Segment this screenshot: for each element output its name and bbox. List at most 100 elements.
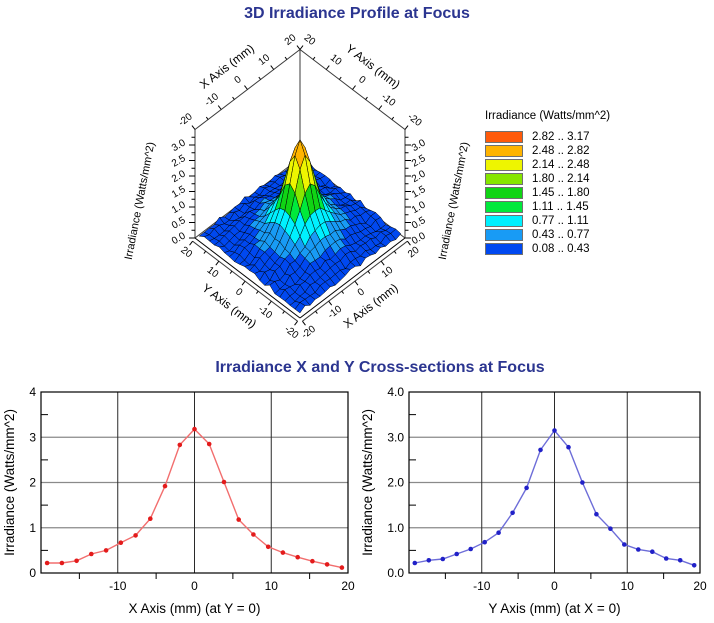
floor-edge-front-right: [299, 237, 406, 319]
data-point: [339, 565, 345, 570]
tick-label: 1.5: [170, 184, 188, 201]
data-point: [118, 540, 124, 545]
data-point: [310, 558, 315, 564]
tick-label: 2.0: [170, 168, 188, 185]
legend-swatch: [485, 173, 523, 185]
tick-label: 3.0: [410, 137, 428, 154]
data-point: [440, 556, 446, 562]
minor-tick: [229, 270, 233, 274]
surface-cell: [294, 302, 306, 314]
axis-title: Irradiance (Watts/mm^2): [123, 141, 158, 261]
legend-range-label: 2.82 .. 3.17: [532, 131, 590, 143]
color-legend: Irradiance (Watts/mm^2) 2.82 .. 3.17 2.48…: [485, 110, 655, 256]
axis-title: Y Axis (mm): [199, 281, 259, 331]
x-tick-label: -10: [473, 579, 491, 593]
axis-title: X Axis (mm): [341, 281, 401, 331]
minor-tick: [365, 96, 368, 100]
data-point: [44, 560, 50, 566]
data-point: [177, 442, 183, 448]
data-point: [552, 428, 557, 433]
legend-title: Irradiance (Watts/mm^2): [485, 110, 611, 122]
data-point: [265, 544, 271, 550]
minor-tick: [391, 116, 395, 120]
minor-tick: [203, 250, 207, 254]
tick-label: 10: [205, 265, 221, 281]
z-axis-right: 0.00.51.01.52.02.53.0 Irradiance (Watts/m…: [405, 136, 471, 261]
minor-tick: [393, 250, 397, 254]
series: [44, 426, 345, 570]
x-tick-label: 20: [693, 579, 707, 593]
minor-tick: [232, 96, 235, 100]
data-point: [236, 517, 241, 522]
legend-swatch: [485, 201, 523, 213]
data-point: [192, 426, 197, 432]
x-tick-label: 10: [265, 579, 279, 593]
data-point: [622, 542, 627, 547]
tick-label: 20: [283, 32, 299, 48]
x-tick-label: 0: [551, 579, 558, 593]
y-tick-label: 0.0: [387, 566, 404, 580]
tick-label: 0.0: [410, 230, 428, 247]
minor-tick: [312, 56, 316, 60]
tick-label: 3.0: [170, 137, 188, 154]
tick: [328, 300, 333, 306]
legend-range-label: 1.11 .. 1.45: [532, 201, 589, 213]
surface-plot-3d: -20 -10 0 10 20 X Axis (mm) -20 -10 0 10 20 Y Axis …: [123, 32, 472, 342]
tick: [294, 320, 298, 326]
tick: [299, 45, 304, 50]
legend-range-label: 0.43 .. 0.77: [532, 229, 590, 241]
tick-label: 0: [233, 74, 244, 86]
tick: [302, 320, 306, 326]
legend-swatch: [485, 243, 523, 255]
x-axis-title: Y Axis (mm) (at X = 0): [488, 601, 620, 616]
tick-label: 20: [406, 245, 422, 261]
tick-label: -20: [405, 111, 424, 129]
legend-range-label: 2.14 .. 2.48: [532, 159, 590, 171]
x-tick-label: 0: [191, 579, 198, 593]
ticks: [409, 414, 665, 579]
tick-label: 0: [356, 74, 367, 86]
tick-label: 2.5: [170, 153, 188, 170]
tick-label: 10: [328, 52, 344, 68]
tick: [325, 65, 330, 70]
tick-labels: -10 0 10 20 0 1 2 3 4: [29, 386, 355, 593]
data-point: [162, 483, 168, 489]
x-tick-label: -10: [109, 579, 127, 593]
legend-range-label: 1.80 .. 2.14: [532, 173, 590, 185]
legend-swatch: [485, 187, 523, 199]
minor-tick: [341, 290, 345, 294]
tick-label: 2.0: [410, 168, 428, 185]
y-tick-label: 0: [29, 566, 36, 580]
data-point: [103, 548, 109, 553]
data-point: [206, 441, 212, 447]
y-tick-label: 3: [29, 430, 36, 444]
legend-swatch: [485, 131, 523, 143]
tick: [352, 85, 356, 90]
y-axis-title: Irradiance (Watts/mm^2): [360, 409, 375, 556]
y-axis-title: Irradiance (Watts/mm^2): [2, 409, 17, 556]
tick-label: 10: [257, 52, 273, 68]
minor-tick: [315, 310, 318, 314]
legend-swatch: [485, 215, 523, 227]
legend-row: 2.82 .. 3.17: [485, 130, 655, 144]
tick-label: 20: [178, 245, 194, 261]
series: [412, 428, 697, 568]
tick-label: 1.0: [170, 199, 188, 216]
y-tick-label: 1: [29, 521, 36, 535]
tick: [241, 280, 246, 286]
y-tick-label: 2: [29, 476, 36, 490]
tick-label: 1.0: [410, 199, 428, 216]
minor-tick: [258, 76, 262, 80]
data-point: [89, 551, 94, 557]
tick: [378, 105, 383, 110]
data-point: [454, 551, 459, 557]
tick-label: 0.5: [170, 215, 188, 232]
legend-row: 2.14 .. 2.48: [485, 158, 655, 172]
tick-labels: -10 0 10 20 0.0 1.0 2.0 3.0 4.0: [387, 386, 707, 593]
grid: [41, 392, 348, 573]
tick-label: 2.5: [410, 153, 428, 170]
legend-range-label: 0.77 .. 1.11: [532, 215, 589, 227]
tick-label: -20: [300, 324, 319, 342]
